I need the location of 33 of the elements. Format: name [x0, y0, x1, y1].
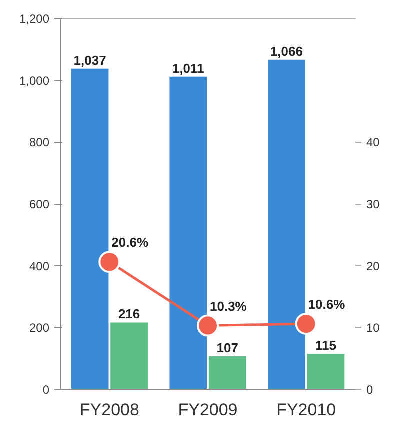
y2-tick-label: 20 — [366, 259, 380, 274]
data-label: 10.3% — [210, 298, 248, 314]
x-tick-label: FY2010 — [276, 400, 336, 420]
data-label: 1,066 — [270, 44, 303, 59]
data-label: 1,037 — [74, 52, 106, 68]
data-label: 115 — [315, 338, 336, 353]
bar — [208, 356, 246, 390]
x-tick-label: FY2009 — [178, 400, 238, 420]
y-tick-label: 0 — [42, 383, 50, 397]
data-label: 1,011 — [172, 60, 204, 76]
x-tick-label: FY2008 — [80, 400, 140, 420]
data-label: 20.6% — [112, 235, 149, 250]
point — [197, 314, 219, 337]
y-tick-label: 200 — [29, 321, 50, 336]
y2-tick-label: 40 — [366, 136, 380, 150]
bar — [268, 60, 306, 390]
y-tick-label: 600 — [29, 198, 50, 212]
point — [98, 251, 121, 274]
data-label: 216 — [118, 306, 140, 322]
y-tick-label: 1,200 — [19, 12, 50, 26]
y-tick-label: 400 — [29, 259, 50, 274]
data-label: 10.6% — [308, 296, 346, 312]
y2-tick-label: 30 — [366, 198, 380, 212]
data-label: 107 — [216, 340, 238, 356]
y-tick-label: 1,000 — [19, 74, 50, 88]
y2-tick-label: 10 — [366, 321, 380, 336]
bar — [307, 354, 345, 390]
bar — [110, 322, 148, 390]
y-tick-label: 800 — [29, 136, 50, 150]
bar — [71, 68, 109, 390]
y2-tick-label: 0 — [366, 383, 374, 397]
point — [295, 312, 318, 335]
bar — [170, 76, 208, 390]
